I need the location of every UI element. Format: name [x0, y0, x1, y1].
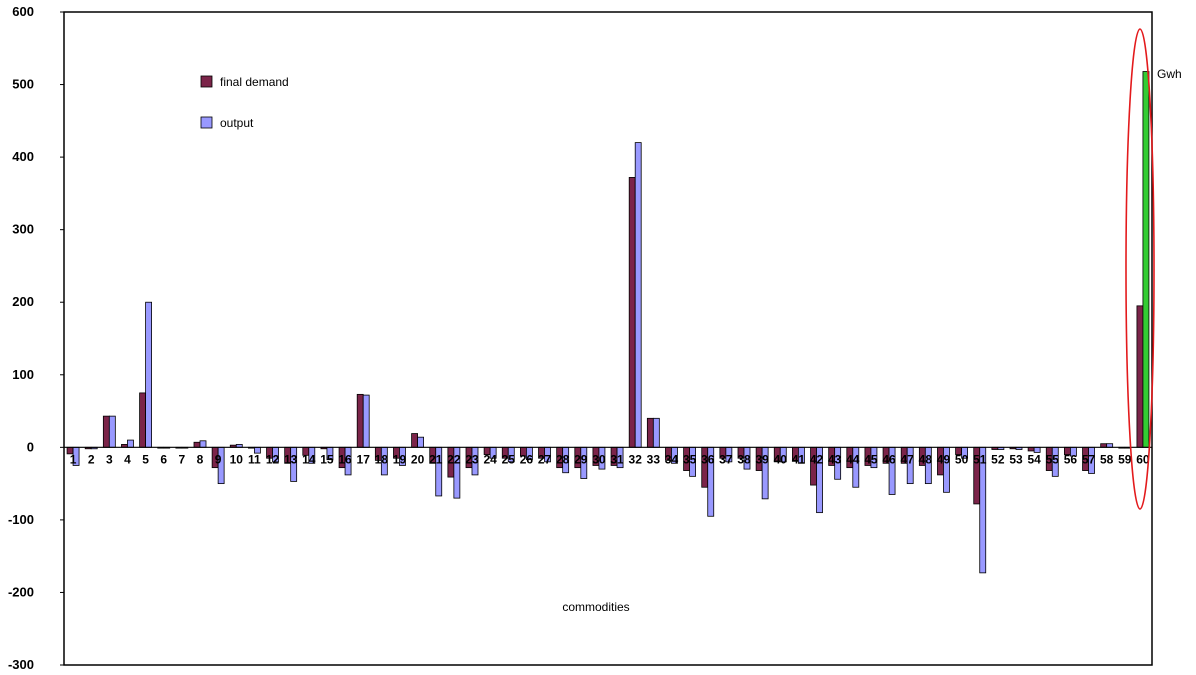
y-axis: 600 500 400 300 200 100 0 -100 -200 -300 — [8, 4, 64, 672]
legend-label-final-demand: final demand — [220, 75, 289, 89]
x-category-label: 10 — [230, 452, 244, 466]
x-category-label: 39 — [755, 452, 769, 466]
y-tick-label: 300 — [12, 222, 34, 237]
bar-final-demand-60 — [1136, 305, 1144, 448]
x-category-label: 8 — [197, 452, 204, 466]
x-category-label: 11 — [248, 452, 261, 466]
x-category-label: 42 — [810, 452, 824, 466]
x-category-label: 16 — [338, 452, 352, 466]
x-category-label: 31 — [610, 452, 624, 466]
x-category-label: 24 — [483, 452, 497, 466]
x-category-label: 27 — [538, 452, 552, 466]
y-tick-label: 200 — [12, 294, 34, 309]
x-category-label: 41 — [792, 452, 806, 466]
x-axis-category-labels: 1 2 3 4 5 6 7 8 9 10 11 12 13 14 15 16 17 18 19 20 21 22 23 24 2… — [70, 452, 1150, 466]
x-category-label: 38 — [737, 452, 751, 466]
x-category-label: 4 — [124, 452, 131, 466]
y-tick-label: -200 — [8, 584, 34, 599]
bar-output-8 — [199, 440, 207, 448]
x-category-label: 15 — [320, 452, 334, 466]
legend: final demand output — [200, 75, 289, 130]
x-category-label: 46 — [882, 452, 896, 466]
y-tick-label: 0 — [27, 439, 34, 454]
x-category-label: 20 — [411, 452, 425, 466]
x-category-label: 49 — [937, 452, 951, 466]
legend-swatch-final-demand — [200, 75, 213, 88]
x-category-label: 47 — [901, 452, 915, 466]
x-category-label: 44 — [846, 452, 860, 466]
x-category-label: 32 — [629, 452, 643, 466]
x-category-label: 55 — [1046, 452, 1060, 466]
x-category-label: 59 — [1118, 452, 1132, 466]
y-tick-label: -300 — [8, 657, 34, 672]
bar-final-demand-32 — [628, 177, 636, 448]
x-category-label: 33 — [647, 452, 661, 466]
x-category-label: 7 — [179, 452, 186, 466]
x-category-label: 43 — [828, 452, 842, 466]
x-category-label: 9 — [215, 452, 222, 466]
x-category-label: 21 — [429, 452, 443, 466]
x-category-label: 40 — [774, 452, 788, 466]
x-category-label: 48 — [919, 452, 933, 466]
x-category-label: 34 — [665, 452, 679, 466]
x-category-label: 3 — [106, 452, 113, 466]
x-category-label: 29 — [574, 452, 588, 466]
x-category-label: 13 — [284, 452, 298, 466]
y-tick-label: 100 — [12, 367, 34, 382]
y-tick-label: 600 — [12, 4, 34, 19]
x-category-label: 53 — [1009, 452, 1023, 466]
x-category-label: 58 — [1100, 452, 1114, 466]
x-category-label: 18 — [375, 452, 389, 466]
bar-output-5 — [145, 301, 153, 448]
bar-final-demand-5 — [139, 392, 147, 448]
x-category-label: 50 — [955, 452, 969, 466]
highlight-ellipse — [1125, 28, 1155, 510]
x-category-label: 1 — [70, 452, 77, 466]
bar-output-60 — [1142, 71, 1150, 448]
x-category-label: 22 — [447, 452, 461, 466]
y-tick-label: 500 — [12, 77, 34, 92]
bar-final-demand-17 — [356, 393, 364, 448]
x-category-label: 19 — [393, 452, 407, 466]
bar-output-20 — [417, 436, 425, 448]
x-category-label: 6 — [160, 452, 167, 466]
annotation-gwh: Gwh — [1157, 67, 1182, 81]
bar-output-32 — [634, 142, 642, 448]
bar-final-demand-20 — [411, 433, 419, 448]
x-category-label: 5 — [142, 452, 149, 466]
x-category-label: 52 — [991, 452, 1005, 466]
x-category-label: 17 — [357, 452, 371, 466]
bar-output-33 — [652, 417, 660, 448]
x-category-label: 37 — [719, 452, 733, 466]
x-category-label: 12 — [266, 452, 280, 466]
bar-output-17 — [362, 394, 370, 448]
bar-output-4 — [127, 439, 134, 448]
x-category-label: 30 — [592, 452, 606, 466]
bar-final-demand-33 — [646, 417, 654, 448]
x-axis-title: commodities — [562, 600, 629, 614]
x-category-label: 28 — [556, 452, 570, 466]
x-category-label: 60 — [1136, 452, 1150, 466]
x-category-label: 57 — [1082, 452, 1096, 466]
plot-frame — [63, 11, 1153, 666]
y-tick-label: -100 — [8, 512, 34, 527]
bar-output-3 — [108, 415, 116, 448]
bar-final-demand-3 — [102, 415, 110, 448]
x-category-label: 54 — [1027, 452, 1041, 466]
bar-final-demand-8 — [193, 441, 201, 448]
x-category-label: 35 — [683, 452, 697, 466]
x-category-label: 2 — [88, 452, 95, 466]
x-category-label: 26 — [520, 452, 534, 466]
x-category-label: 56 — [1064, 452, 1078, 466]
y-tick-label: 400 — [12, 149, 34, 164]
x-category-label: 14 — [302, 452, 316, 466]
legend-swatch-output — [200, 116, 213, 129]
x-category-label: 45 — [864, 452, 878, 466]
x-category-label: 36 — [701, 452, 715, 466]
legend-label-output: output — [220, 116, 254, 130]
x-category-label: 51 — [973, 452, 987, 466]
x-category-label: 23 — [465, 452, 479, 466]
x-category-label: 25 — [502, 452, 516, 466]
